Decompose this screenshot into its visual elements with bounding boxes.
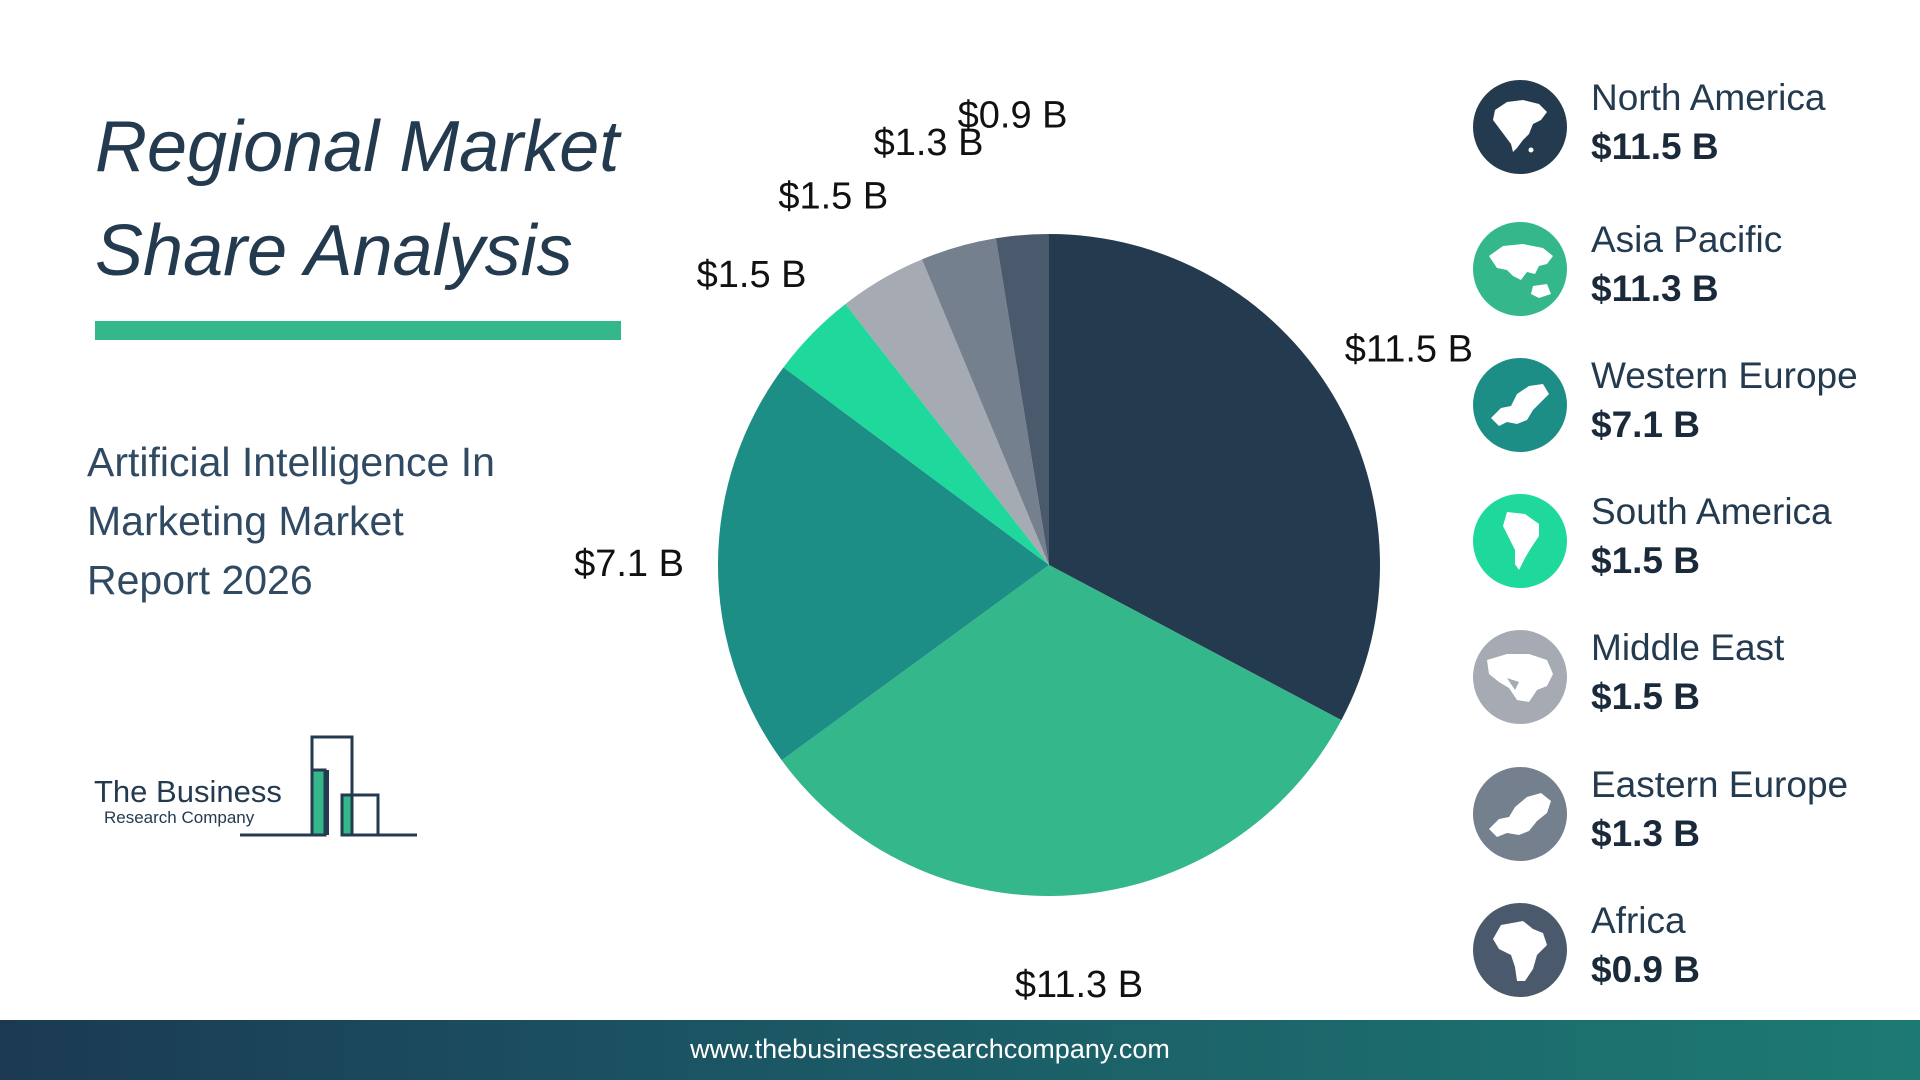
legend-item-eastern-europe: Eastern Europe $1.3 B (1470, 764, 1910, 867)
legend-item-south-america: South America $1.5 B (1470, 491, 1910, 594)
subtitle-line-3: Report 2026 (87, 557, 313, 603)
pie-data-label: $1.5 B (697, 254, 807, 296)
pie-slice-eastern-europe (921, 238, 1049, 566)
legend-label: Africa (1591, 900, 1686, 941)
legend-item-africa: Africa $0.9 B (1470, 900, 1910, 1003)
pie-data-label: $0.9 B (958, 95, 1068, 137)
legend-item-western-europe: Western Europe $7.1 B (1470, 355, 1910, 458)
page-title: Regional Market Share Analysis (95, 95, 655, 303)
footer-bar: www.thebusinessresearchcompany.com (0, 1020, 1920, 1080)
legend-value: $1.5 B (1591, 676, 1701, 717)
pie-slice-middle-east (845, 259, 1049, 565)
pie-slices-group (718, 234, 1380, 896)
legend-label: Eastern Europe (1591, 764, 1849, 805)
legend-item-asia-pacific: Asia Pacific $11.3 B (1470, 219, 1910, 322)
pie-slice-asia-pacific (781, 565, 1342, 896)
pie-slice-africa (995, 234, 1049, 565)
legend-item-middle-east: Middle East $1.5 B (1470, 627, 1910, 730)
legend-label: Asia Pacific (1591, 219, 1783, 260)
legend-label: Middle East (1591, 627, 1785, 668)
title-line-2: Share Analysis (95, 211, 573, 291)
pie-data-label: $11.5 B (1345, 329, 1473, 371)
subtitle-line-2: Marketing Market (87, 498, 404, 544)
pie-data-label: $1.3 B (874, 122, 984, 164)
north-america-map-icon (1473, 80, 1567, 174)
pie-data-label: $7.1 B (574, 543, 684, 585)
legend-value: $11.5 B (1591, 126, 1719, 167)
legend-value: $7.1 B (1591, 404, 1701, 445)
pie-data-label: $1.5 B (778, 175, 888, 217)
eastern-europe-map-icon (1473, 767, 1567, 861)
footer-url: www.thebusinessresearchcompany.com (690, 1034, 1170, 1064)
pie-labels-group: $11.5 B $11.3 B $7.1 B $1.5 B $1.5 B $1.3 B$0… (574, 95, 1473, 1006)
western-europe-map-icon (1473, 358, 1567, 452)
middle-east-map-icon (1473, 630, 1567, 724)
title-underline-bar (95, 321, 621, 340)
pie-slice-south-america (783, 303, 1049, 565)
logo-text-line-1: The Business (94, 774, 282, 809)
legend-value: $0.9 B (1591, 949, 1701, 990)
asia-pacific-map-icon (1473, 222, 1567, 316)
legend-label: South America (1591, 491, 1832, 532)
pie-slice-western-europe (718, 367, 1049, 761)
legend-label: Western Europe (1591, 355, 1858, 396)
regional-market-pie-chart: $11.5 B $11.3 B $7.1 B $1.5 B $1.5 B $1.3 B$0… (574, 95, 1473, 1006)
subtitle-line-1: Artificial Intelligence In (87, 439, 495, 485)
title-line-1: Regional Market (95, 107, 620, 187)
logo-buildings-icon (240, 735, 417, 837)
logo-text-line-2: Research Company (104, 808, 255, 827)
report-subtitle: Artificial Intelligence In Marketing Mar… (87, 433, 567, 610)
south-america-map-icon (1473, 494, 1567, 588)
legend-item-north-america: North America $11.5 B (1470, 77, 1910, 180)
legend-value: $11.3 B (1591, 268, 1719, 309)
africa-map-icon (1473, 903, 1567, 997)
pie-data-label: $11.3 B (1015, 964, 1143, 1006)
legend-value: $1.3 B (1591, 813, 1701, 854)
legend-label: North America (1591, 77, 1826, 118)
pie-slice-north-america (1049, 234, 1380, 721)
legend-value: $1.5 B (1591, 540, 1701, 581)
company-logo: The Business Research Company (90, 730, 440, 840)
